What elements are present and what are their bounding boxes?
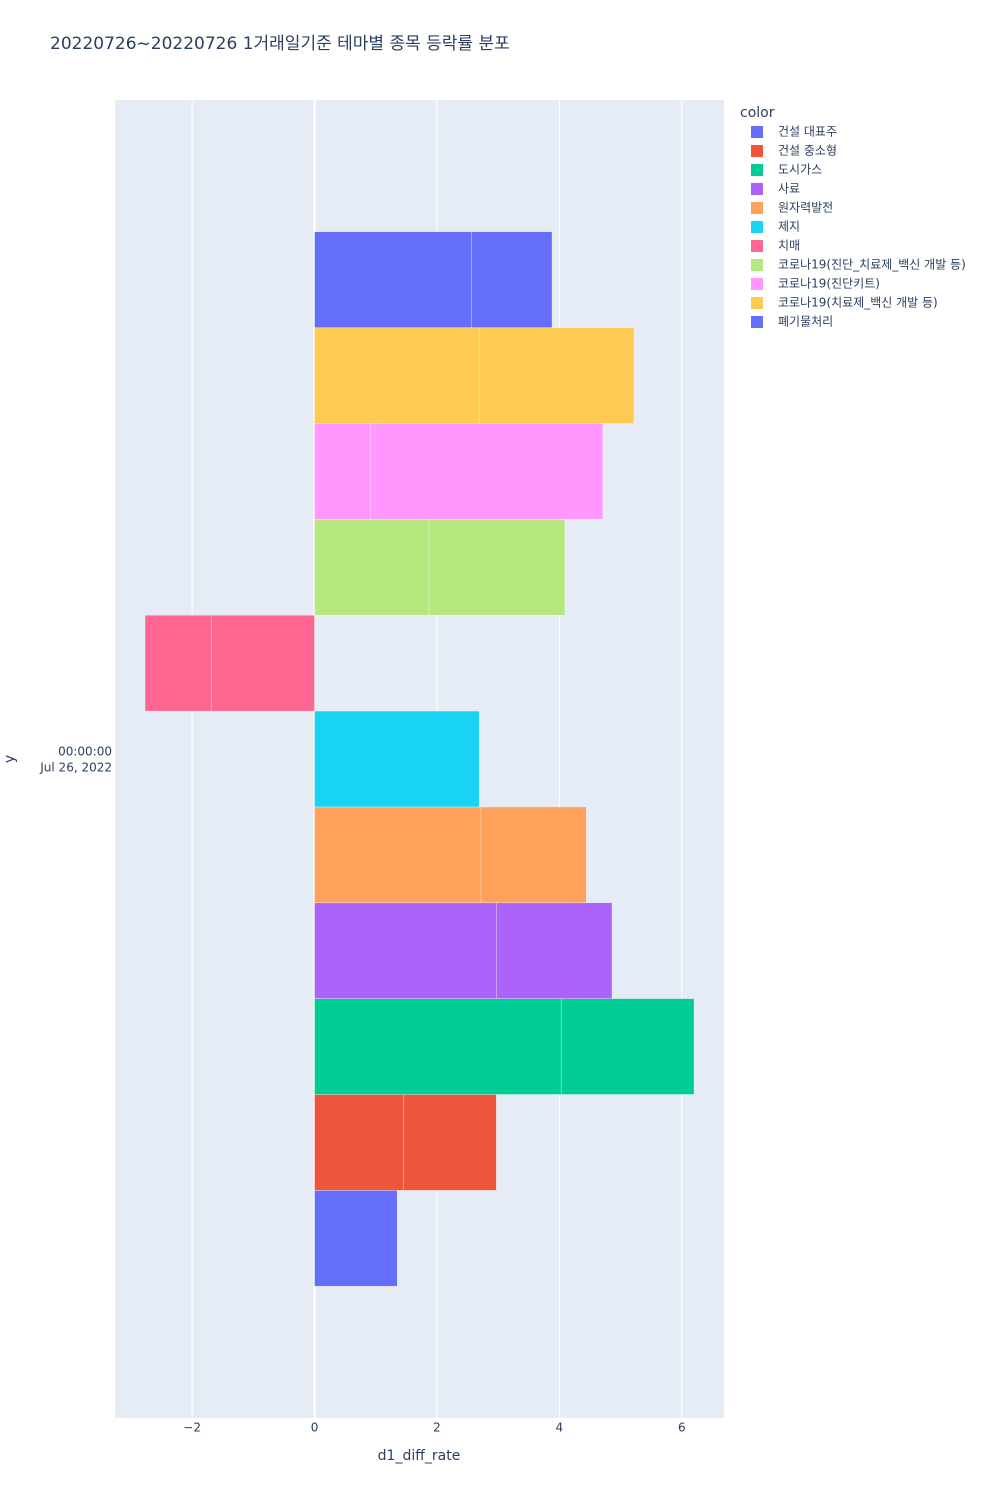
bar-segment xyxy=(560,998,695,1095)
legend-swatch xyxy=(751,145,763,157)
legend-label: 건설 중소형 xyxy=(778,144,837,158)
legend-label: 도시가스 xyxy=(778,163,822,177)
bar-segment xyxy=(496,902,613,999)
bar-segment xyxy=(403,1094,497,1191)
bar-segment xyxy=(144,614,212,712)
bar-segment xyxy=(314,231,472,328)
bar-segment xyxy=(314,806,482,904)
bar-segment xyxy=(314,998,562,1095)
bar-segment xyxy=(478,327,635,424)
chart-title: 20220726~20220726 1거래일기준 테마별 종목 등락률 분포 xyxy=(50,34,510,54)
legend-swatch xyxy=(751,259,763,271)
bar-segment xyxy=(314,519,430,616)
bar-segment xyxy=(370,423,604,520)
bar-segment xyxy=(314,710,480,808)
x-tick-label: −2 xyxy=(183,1421,201,1435)
legend-swatch xyxy=(751,297,763,309)
legend-label: 제지 xyxy=(778,220,800,234)
x-tick-label: 4 xyxy=(556,1421,564,1435)
legend-label: 사료 xyxy=(778,182,800,196)
legend-title: color xyxy=(740,105,775,121)
x-tick-label: 6 xyxy=(678,1421,686,1435)
bar-segment xyxy=(314,1190,398,1287)
bar-segment xyxy=(470,231,553,328)
legend-swatch xyxy=(751,202,763,214)
legend-swatch xyxy=(751,126,763,138)
bar-segment xyxy=(428,519,566,616)
legend-swatch xyxy=(751,164,763,176)
bar-segment xyxy=(314,902,497,999)
y-axis-title: y xyxy=(2,755,18,763)
legend-label: 폐기물처리 xyxy=(778,315,833,329)
legend-label: 코로나19(치료제_백신 개발 등) xyxy=(778,296,938,310)
bar-segment xyxy=(314,327,480,424)
legend-swatch xyxy=(751,221,763,233)
y-tick-label: 00:00:00 xyxy=(58,745,112,759)
legend-swatch xyxy=(751,183,763,195)
legend-label: 치매 xyxy=(778,239,800,253)
bar-segment xyxy=(314,423,372,520)
legend-label: 코로나19(진단키트) xyxy=(778,277,880,291)
legend-swatch xyxy=(751,240,763,252)
legend-swatch xyxy=(751,316,763,328)
legend-label: 건설 대표주 xyxy=(778,125,837,139)
bar-segment xyxy=(210,614,315,712)
x-tick-label: 2 xyxy=(433,1421,441,1435)
legend-label: 원자력발전 xyxy=(778,201,833,215)
y-tick-label: Jul 26, 2022 xyxy=(39,761,112,775)
x-axis-title: d1_diff_rate xyxy=(378,1448,461,1464)
legend-label: 코로나19(진단_치료제_백신 개발 등) xyxy=(778,258,966,272)
x-tick-label: 0 xyxy=(311,1421,319,1435)
bar-segment xyxy=(314,1094,404,1191)
legend-swatch xyxy=(751,278,763,290)
bar-segment xyxy=(480,806,587,904)
